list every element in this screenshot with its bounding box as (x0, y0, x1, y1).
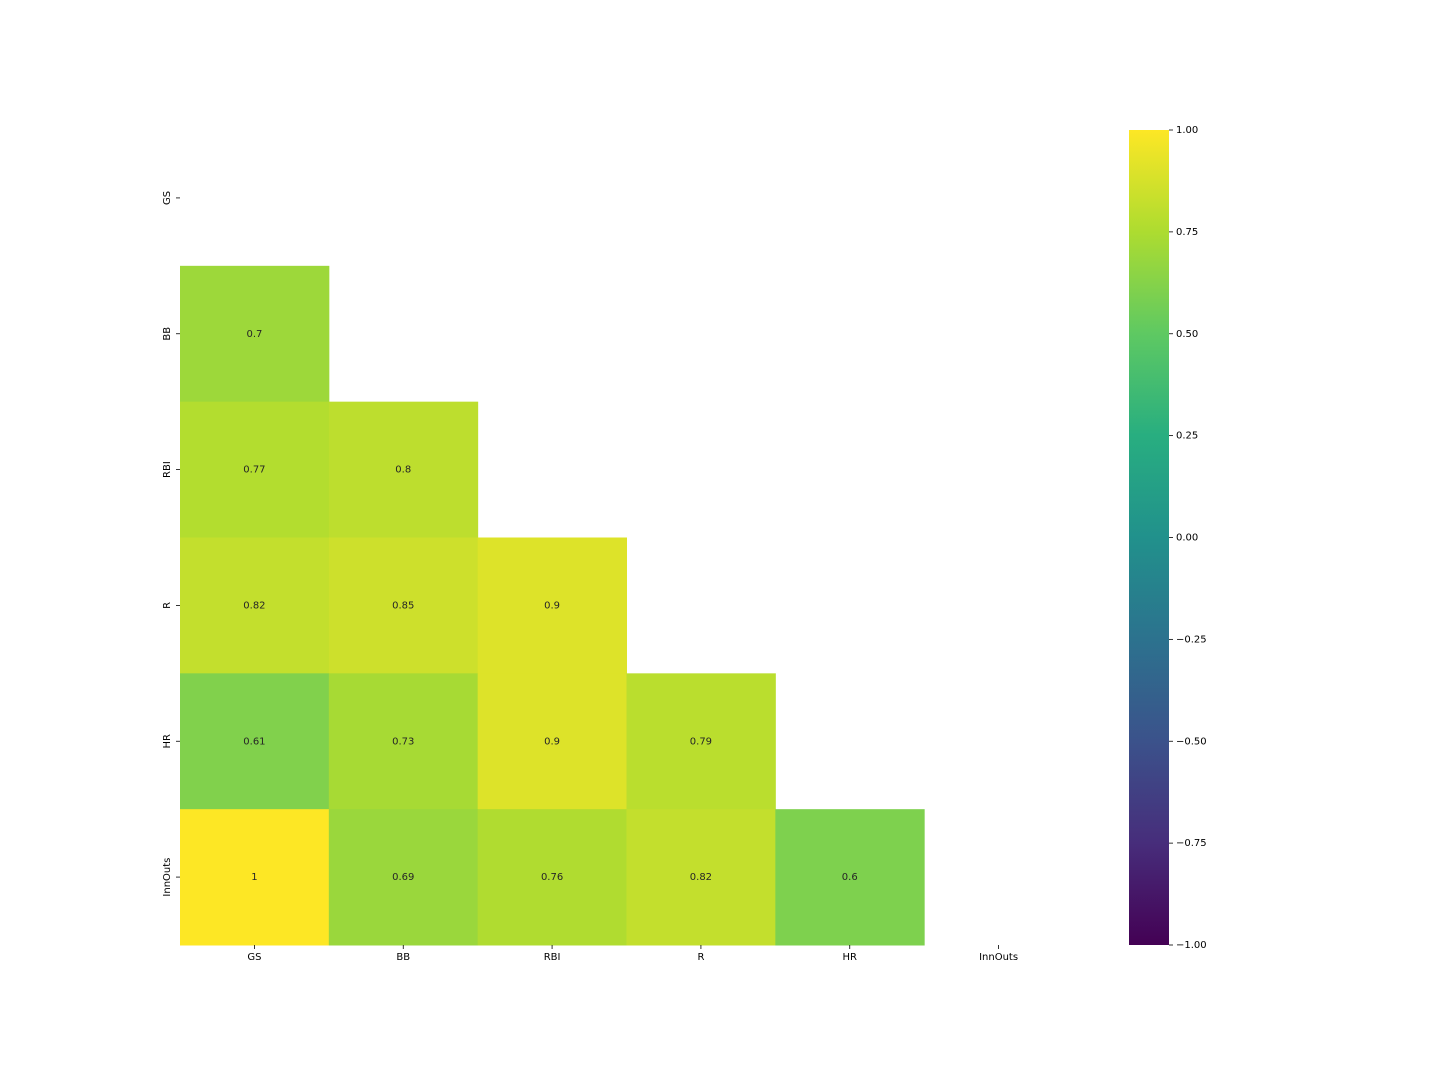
x-tick-label: R (697, 952, 704, 963)
colorbar-tick-label: 0.50 (1176, 329, 1198, 340)
x-tick-label: GS (247, 952, 261, 963)
cell-label: 0.8 (395, 465, 411, 476)
cell-label: 0.79 (690, 736, 712, 747)
y-tick-label: InnOuts (162, 858, 173, 897)
colorbar-tick-label: −0.50 (1176, 736, 1207, 747)
heatmap-cell (180, 809, 330, 946)
heatmap-cell (477, 809, 627, 946)
heatmap-cell (626, 809, 776, 946)
colorbar-tick-label: 0.75 (1176, 227, 1198, 238)
x-tick-label: InnOuts (979, 952, 1018, 963)
x-tick-label: HR (843, 952, 858, 963)
y-tick-label: BB (162, 327, 173, 341)
colorbar-tick-label: −0.25 (1176, 634, 1207, 645)
y-tick-label: RBI (162, 461, 173, 478)
y-tick-label: HR (162, 734, 173, 749)
cell-label: 0.69 (392, 872, 414, 883)
heatmap-cell (180, 401, 330, 538)
x-tick-label: RBI (544, 952, 561, 963)
heatmap-cell (477, 537, 627, 674)
colorbar-tick-label: 0.25 (1176, 431, 1198, 442)
heatmap-cell (328, 537, 479, 674)
heatmap-cell (328, 401, 479, 538)
cell-label: 0.85 (392, 600, 414, 611)
cell-label: 0.6 (842, 872, 858, 883)
cell-label: 1 (251, 872, 257, 883)
cell-label: 0.82 (690, 872, 712, 883)
cell-label: 0.9 (544, 600, 560, 611)
colorbar-tick-label: −0.75 (1176, 838, 1207, 849)
y-tick-label: GS (162, 191, 173, 205)
cell-label: 0.61 (243, 736, 265, 747)
cell-label: 0.76 (541, 872, 563, 883)
heatmap-cell (180, 673, 330, 810)
colorbar-tick-label: 1.00 (1176, 125, 1198, 136)
heatmap-cell (180, 537, 330, 674)
cell-label: 0.7 (246, 329, 262, 340)
heatmap-cell (477, 673, 627, 810)
heatmap-cell (775, 809, 925, 946)
colorbar (1129, 130, 1169, 945)
colorbar-tick-label: −1.00 (1176, 940, 1207, 951)
heatmap-cell (180, 265, 330, 403)
cell-label: 0.82 (243, 600, 265, 611)
y-tick-label: R (162, 602, 173, 609)
cell-label: 0.73 (392, 736, 414, 747)
cell-label: 0.77 (243, 465, 265, 476)
colorbar-tick-label: 0.00 (1176, 533, 1198, 544)
x-tick-label: BB (396, 952, 410, 963)
heatmap-cell (626, 673, 776, 810)
heatmap-cell (328, 673, 479, 810)
cell-label: 0.9 (544, 736, 560, 747)
heatmap-cell (328, 809, 479, 946)
